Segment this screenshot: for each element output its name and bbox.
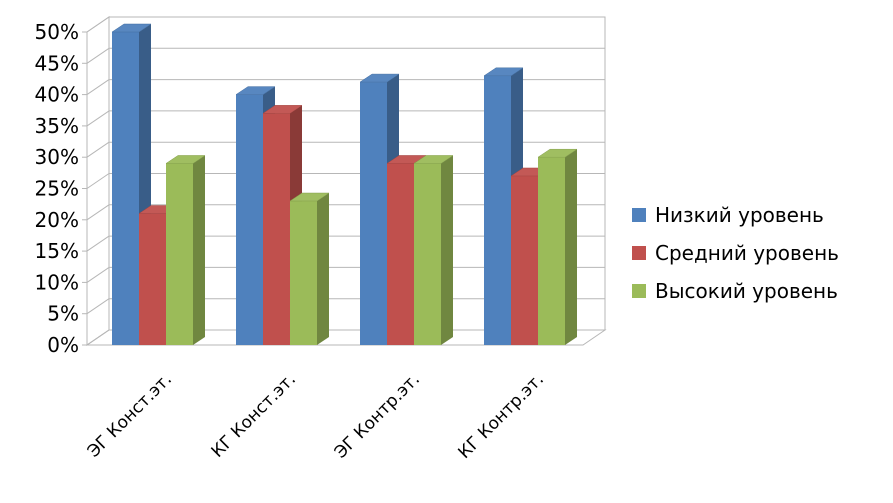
- bar-front: [236, 94, 263, 345]
- bar-top: [165, 155, 206, 164]
- bar-top: [262, 105, 303, 114]
- x-axis-labels: ЭГ Конст.эт. КГ Конст.эт. ЭГ Контр.эт. КГ К…: [84, 369, 548, 462]
- legend-label: Высокий уровень: [655, 279, 838, 303]
- y-tick-label: 50%: [35, 20, 79, 44]
- x-tick-label: ЭГ Контр.эт.: [331, 369, 424, 462]
- bar-top: [413, 155, 454, 164]
- y-tick-label: 40%: [35, 83, 79, 107]
- x-tick-label: КГ Контр.эт.: [455, 369, 548, 462]
- legend-swatch: [632, 284, 646, 298]
- gridline-side: [86, 141, 110, 158]
- legend-label: Средний уровень: [655, 241, 839, 265]
- y-tick-label: 0%: [47, 333, 79, 357]
- bar-top: [483, 67, 524, 77]
- bar-front: [511, 175, 538, 345]
- legend: Низкий уровень Средний уровень Высокий уро…: [632, 203, 839, 303]
- bar-front: [112, 32, 139, 345]
- legend-swatch: [632, 208, 646, 222]
- bar-front: [538, 157, 565, 345]
- x-tick-label: КГ Конст.эт.: [208, 369, 300, 461]
- bars: [111, 23, 578, 345]
- bar-top: [289, 192, 330, 202]
- bar-front: [414, 163, 441, 345]
- bar-side: [565, 149, 577, 345]
- bar-front: [263, 113, 290, 345]
- bar-front: [290, 201, 317, 345]
- gridline-side: [86, 329, 110, 346]
- bar-top: [537, 148, 578, 158]
- y-tick-label: 10%: [35, 270, 79, 294]
- bar-front: [166, 163, 193, 345]
- y-tick-label: 35%: [35, 114, 79, 138]
- bar-front: [360, 82, 387, 345]
- gridline-side: [86, 298, 110, 315]
- bar-front: [139, 213, 166, 345]
- bar-top: [235, 86, 276, 95]
- legend-item: Средний уровень: [632, 241, 839, 265]
- gridline-side: [86, 16, 110, 33]
- bar-side: [441, 155, 453, 345]
- y-tick-label: 15%: [35, 239, 79, 263]
- bar-front: [484, 75, 511, 345]
- gridline-side: [86, 204, 110, 221]
- gridline-side: [86, 173, 110, 189]
- y-tick-label: 20%: [35, 208, 79, 232]
- bar: [165, 155, 206, 345]
- bar: [289, 192, 330, 345]
- bar-top: [359, 73, 400, 83]
- y-axis: 0% 5% 10% 15% 20% 25% 30% 35% 40% 45% 50%: [35, 20, 88, 357]
- bar-side: [317, 193, 329, 345]
- y-tick-label: 5%: [47, 302, 79, 326]
- gridline-side: [86, 79, 110, 96]
- y-tick-label: 30%: [35, 145, 79, 169]
- gridline-side: [86, 110, 110, 127]
- gridline-side: [86, 266, 110, 283]
- bar-side: [193, 155, 205, 345]
- legend-item: Высокий уровень: [632, 279, 838, 303]
- legend-swatch: [632, 246, 646, 260]
- y-tick-label: 25%: [35, 177, 79, 201]
- gridline-side: [86, 47, 110, 64]
- bar-top: [111, 23, 152, 33]
- bar: [413, 155, 454, 345]
- x-tick-label: ЭГ Конст.эт.: [84, 369, 176, 461]
- legend-item: Низкий уровень: [632, 203, 824, 227]
- legend-label: Низкий уровень: [655, 203, 824, 227]
- gridline-side: [86, 235, 110, 252]
- bar: [537, 148, 578, 345]
- bar-front: [387, 163, 414, 345]
- y-tick-label: 45%: [35, 51, 79, 75]
